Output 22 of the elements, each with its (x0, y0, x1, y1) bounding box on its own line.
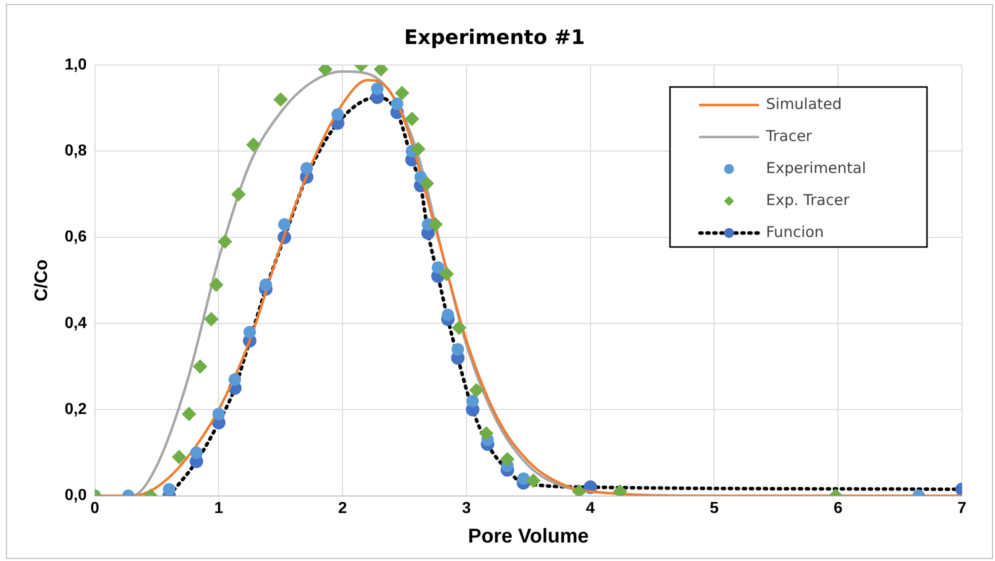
legend-label: Exp. Tracer (766, 190, 850, 209)
y-tick-label: 0,4 (64, 314, 87, 332)
x-tick-label: 5 (710, 500, 719, 517)
legend-label: Experimental (766, 158, 866, 177)
x-tick-label: 1 (214, 500, 224, 517)
x-tick-label: 7 (958, 500, 967, 517)
x-tick-label: 3 (462, 500, 472, 517)
y-tick-label: 0,0 (64, 487, 87, 504)
x-tick-label: 4 (586, 500, 595, 517)
y-tick-label: 0,2 (64, 401, 87, 418)
x-tick-label: 2 (338, 500, 348, 517)
x-tick-label: 6 (834, 500, 843, 517)
y-tick-label: 0,8 (64, 142, 87, 160)
x-tick-label: 0 (90, 500, 100, 517)
x-axis-title: Pore Volume (468, 526, 589, 548)
chart-title: Experimento #1 (404, 25, 585, 50)
legend-label: Tracer (765, 126, 813, 145)
y-tick-label: 0,6 (64, 228, 87, 246)
legend-label: Simulated (766, 94, 842, 113)
legend-label: Funcion (766, 222, 824, 241)
y-axis-title: C/Co (30, 259, 51, 302)
y-tick-label: 1,0 (64, 56, 87, 74)
